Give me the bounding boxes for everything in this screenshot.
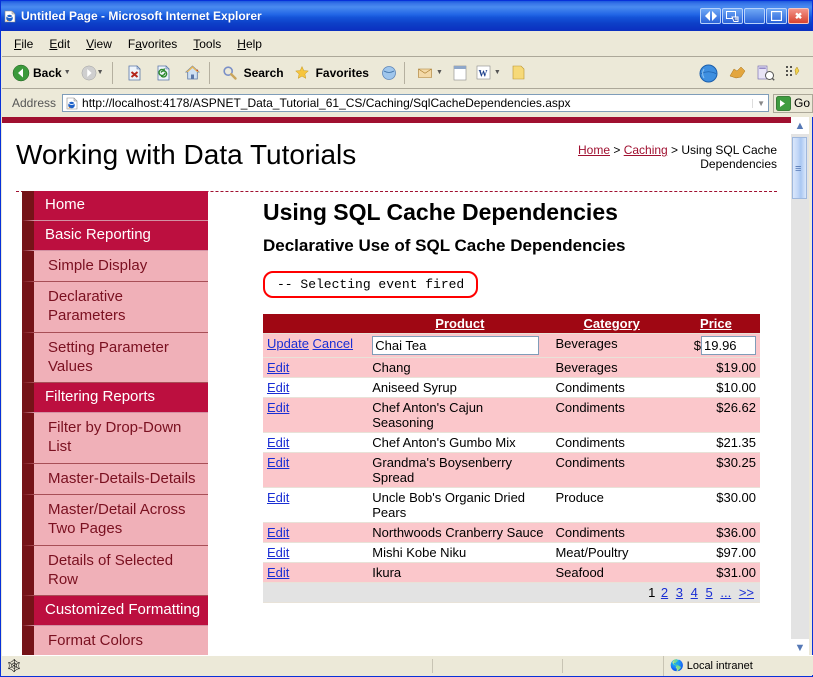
svg-text:W: W <box>478 69 487 79</box>
